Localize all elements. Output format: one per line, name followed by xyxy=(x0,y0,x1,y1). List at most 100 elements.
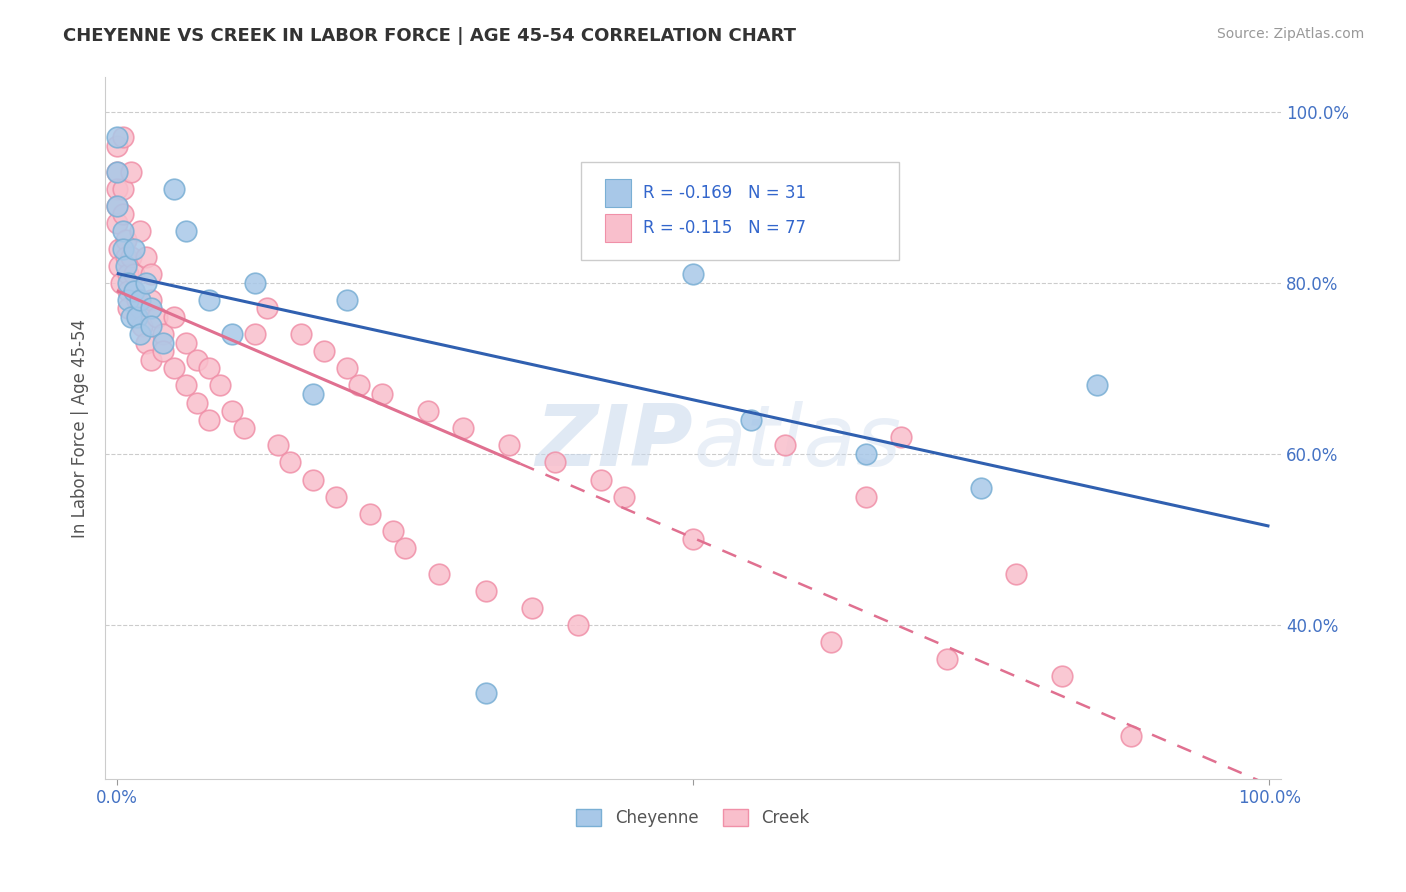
Point xyxy=(209,378,232,392)
Point xyxy=(682,533,704,547)
Point xyxy=(682,267,704,281)
Point xyxy=(278,455,301,469)
Point xyxy=(122,267,145,281)
Text: ZIP: ZIP xyxy=(536,401,693,483)
Text: Source: ZipAtlas.com: Source: ZipAtlas.com xyxy=(1216,27,1364,41)
Point xyxy=(174,224,197,238)
Point xyxy=(152,344,174,359)
Point xyxy=(111,224,134,238)
Legend: Cheyenne, Creek: Cheyenne, Creek xyxy=(569,802,817,834)
Point xyxy=(221,327,243,342)
Point xyxy=(325,490,347,504)
Point xyxy=(128,224,150,238)
Point xyxy=(301,387,323,401)
Point xyxy=(890,430,912,444)
Point xyxy=(567,618,589,632)
Point xyxy=(1085,378,1108,392)
Point xyxy=(359,507,381,521)
Point xyxy=(474,583,496,598)
Point xyxy=(1119,729,1142,743)
Point xyxy=(127,293,149,307)
Point xyxy=(855,447,877,461)
Point xyxy=(152,335,174,350)
Point xyxy=(186,352,208,367)
Point xyxy=(174,378,197,392)
Point xyxy=(115,250,138,264)
Point xyxy=(163,181,186,195)
Point xyxy=(111,207,134,221)
Point xyxy=(498,438,520,452)
Point xyxy=(336,361,359,376)
Point xyxy=(115,233,138,247)
Point xyxy=(135,276,157,290)
Point xyxy=(122,242,145,256)
Point xyxy=(110,276,132,290)
Point xyxy=(128,293,150,307)
Point xyxy=(347,378,370,392)
Point xyxy=(117,267,139,281)
Point xyxy=(127,310,149,324)
Point xyxy=(146,310,169,324)
Point xyxy=(105,216,128,230)
Point xyxy=(122,285,145,299)
Point xyxy=(243,276,266,290)
Point xyxy=(135,335,157,350)
Point xyxy=(105,164,128,178)
Point xyxy=(105,139,128,153)
Point xyxy=(314,344,336,359)
Point xyxy=(127,310,149,324)
Point xyxy=(152,327,174,342)
Point xyxy=(117,301,139,316)
Point xyxy=(128,301,150,316)
Point xyxy=(970,481,993,495)
Point xyxy=(232,421,254,435)
Point xyxy=(108,259,131,273)
Point xyxy=(105,164,128,178)
Point xyxy=(256,301,278,316)
Point xyxy=(544,455,567,469)
Point xyxy=(935,652,957,666)
Point xyxy=(115,259,138,273)
Point xyxy=(186,395,208,409)
Point xyxy=(613,490,636,504)
Point xyxy=(775,438,797,452)
Point xyxy=(290,327,312,342)
Point xyxy=(163,361,186,376)
Point xyxy=(1005,566,1028,581)
Point xyxy=(336,293,359,307)
Point xyxy=(111,181,134,195)
Point xyxy=(105,130,128,145)
Point xyxy=(429,566,451,581)
Point xyxy=(589,473,612,487)
Y-axis label: In Labor Force | Age 45-54: In Labor Force | Age 45-54 xyxy=(72,318,89,538)
Point xyxy=(105,199,128,213)
Point xyxy=(221,404,243,418)
Point xyxy=(120,250,142,264)
Point xyxy=(740,412,762,426)
Point xyxy=(108,242,131,256)
Point xyxy=(111,242,134,256)
Point xyxy=(105,181,128,195)
Point xyxy=(198,293,221,307)
Point xyxy=(474,686,496,700)
FancyBboxPatch shape xyxy=(582,161,898,260)
Point xyxy=(394,541,416,555)
Text: R = -0.169   N = 31: R = -0.169 N = 31 xyxy=(643,184,806,202)
Point xyxy=(520,600,543,615)
Point xyxy=(174,335,197,350)
Point xyxy=(131,318,153,333)
Point xyxy=(163,310,186,324)
Point xyxy=(416,404,439,418)
Text: atlas: atlas xyxy=(693,401,901,483)
Point xyxy=(382,524,405,538)
Point xyxy=(820,635,842,649)
Point xyxy=(117,293,139,307)
Point xyxy=(117,276,139,290)
Point xyxy=(1050,669,1073,683)
FancyBboxPatch shape xyxy=(605,214,631,243)
Point xyxy=(451,421,474,435)
Point xyxy=(198,361,221,376)
Point xyxy=(301,473,323,487)
Text: CHEYENNE VS CREEK IN LABOR FORCE | AGE 45-54 CORRELATION CHART: CHEYENNE VS CREEK IN LABOR FORCE | AGE 4… xyxy=(63,27,796,45)
Point xyxy=(243,327,266,342)
